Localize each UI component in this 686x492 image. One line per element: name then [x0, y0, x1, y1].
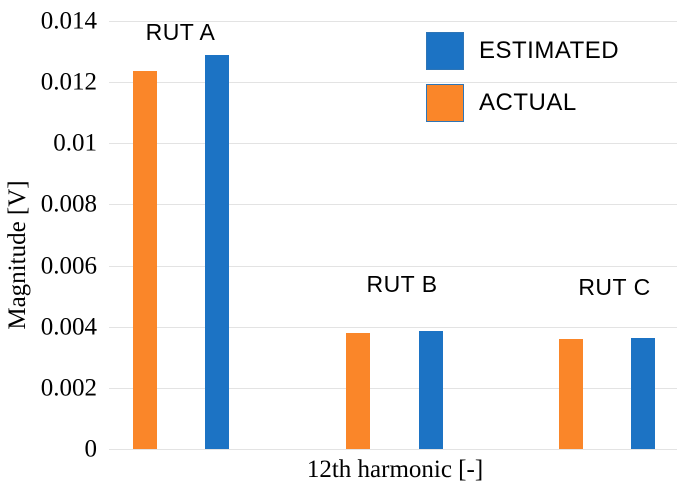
gridline — [109, 21, 677, 22]
legend-label-estimated: ESTIMATED — [479, 37, 620, 64]
bar-rut-a-actual — [132, 71, 157, 449]
bar-rut-c-estimated — [631, 337, 655, 449]
x-axis-label: 12th harmonic [-] — [306, 456, 484, 483]
y-tick-label: 0.01 — [53, 129, 97, 157]
y-tick-label: 0.004 — [40, 313, 97, 341]
legend: ESTIMATED ACTUAL — [426, 32, 619, 136]
gridline — [109, 387, 677, 389]
gridline — [109, 204, 677, 206]
y-tick-label: 0.014 — [40, 7, 97, 35]
actual-swatch-icon — [426, 84, 464, 122]
y-tick-label: 0.006 — [40, 252, 97, 280]
category-label-rut-a: RUT A — [145, 18, 216, 45]
legend-row-actual: ACTUAL — [426, 84, 619, 122]
y-tick-label: 0.002 — [40, 374, 97, 402]
y-axis-label: Magnitude [V] — [4, 180, 31, 330]
bar-rut-b-estimated — [418, 330, 443, 449]
gridline — [109, 82, 677, 84]
bar-rut-a-estimated — [205, 54, 229, 449]
bar-rut-b-actual — [346, 333, 370, 449]
category-label-rut-c: RUT C — [578, 273, 651, 300]
legend-label-actual: ACTUAL — [479, 89, 577, 116]
gridline — [109, 265, 677, 267]
y-tick-label: 0.012 — [40, 68, 97, 96]
gridline — [109, 143, 677, 145]
gridline — [109, 449, 677, 450]
estimated-swatch-icon — [426, 32, 464, 70]
y-tick-label: 0 — [84, 435, 98, 463]
gridline — [109, 326, 677, 328]
category-label-rut-b: RUT B — [366, 270, 438, 297]
y-tick-label: 0.008 — [40, 190, 97, 218]
bar-rut-c-actual — [558, 339, 583, 449]
legend-row-estimated: ESTIMATED — [426, 32, 619, 70]
